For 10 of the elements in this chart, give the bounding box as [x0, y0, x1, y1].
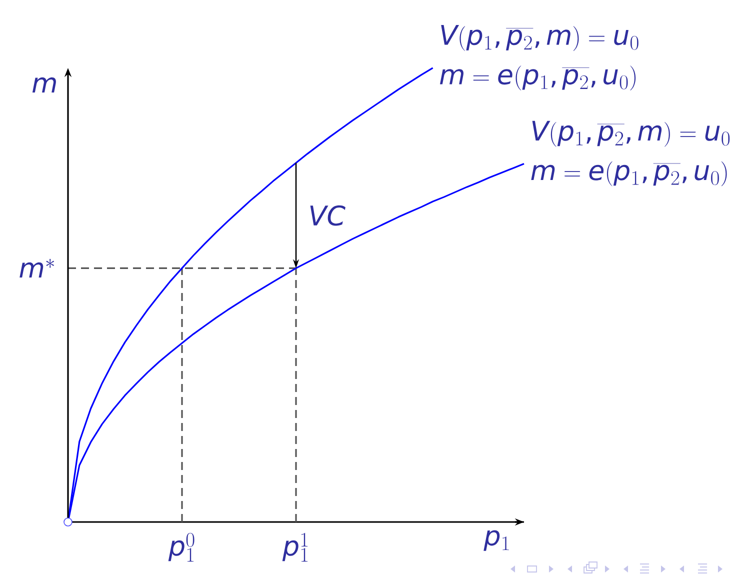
ref-line-label: $m^*$: [20, 258, 54, 278]
x-tick-label: $p_1^1$: [282, 532, 308, 562]
series-label: $V(p_1,\overline{p_2},m)=u_0$: [441, 25, 638, 51]
x-tick-label: $p_1^0$: [168, 532, 194, 562]
annotation: $m=e(p_1,\overline{p_2},u_0)$: [440, 66, 636, 90]
y-axis-title: $m$: [32, 77, 56, 93]
annotation: $VC$: [310, 205, 346, 226]
text: $m=e(p_1,\overline{p_2},u_0)$: [531, 161, 727, 186]
x-axis-title: $p_1$: [484, 530, 509, 551]
series-label: $V(p_1,\overline{p_2},m)=u_0$: [532, 120, 730, 147]
